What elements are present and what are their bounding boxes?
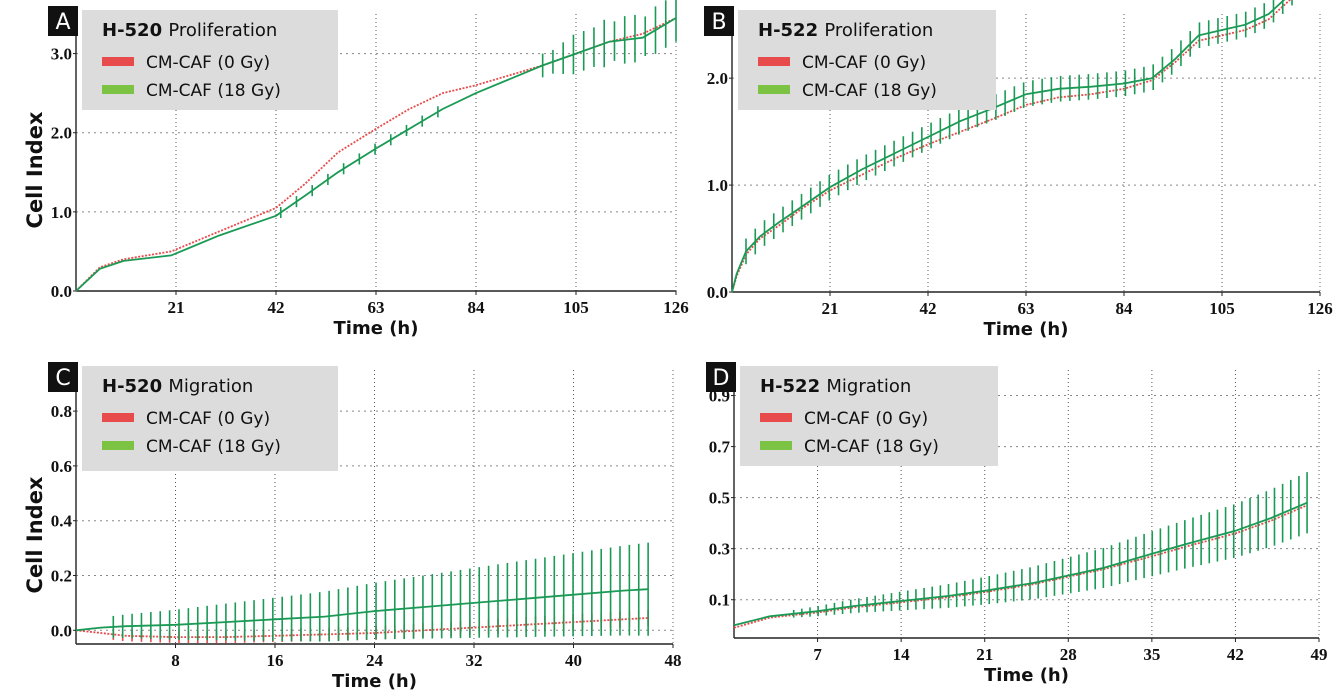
x-tick-label: 105 [563,298,589,317]
x-axis-title: Time (h) [334,318,419,339]
legend-entry: CM-CAF (18 Gy) [804,437,939,457]
y-tick-label: 0.2 [51,567,72,586]
legend-swatch [102,413,134,422]
x-tick-label: 7 [813,645,822,664]
legend-swatch [758,57,790,66]
y-tick-label: 0.5 [709,489,730,508]
x-tick-label: 105 [1209,299,1235,318]
series-line-18gy [75,17,677,292]
legend-swatch [102,57,134,66]
x-tick-label: 32 [466,651,483,670]
legend-title-cell-line: H-522 [758,20,824,41]
legend-entry: CM-CAF (18 Gy) [146,437,281,457]
y-axis-label-top: Cell Index [23,111,47,228]
x-tick-label: 21 [822,299,839,318]
series-line-0gy [733,504,1308,629]
x-tick-label: 14 [893,645,911,664]
x-tick-label: 21 [976,645,993,664]
y-tick-label: 0.0 [51,621,72,640]
panel-letter-badge [704,6,734,36]
x-tick-label: 8 [171,651,180,670]
panel-letter: D [713,366,730,391]
legend-title: H-522 Proliferation [758,20,933,41]
legend-title: H-520 Migration [102,376,253,397]
legend-title: H-522 Migration [760,376,911,397]
panel-letter-badge [706,362,736,392]
x-tick-label: 42 [920,299,937,318]
series-line-18gy [75,588,649,632]
legend-entry: CM-CAF (0 Gy) [146,53,270,73]
x-axis-title: Time (h) [332,671,417,692]
y-tick-label: 0.3 [709,540,730,559]
legend-title-assay: Migration [826,376,911,397]
legend-title-cell-line: H-522 [760,376,826,397]
x-tick-label: 24 [366,651,384,670]
legend-entry: CM-CAF (18 Gy) [802,81,937,101]
legend-swatch [102,441,134,450]
y-tick-label: 0.0 [51,282,72,301]
x-axis-title: Time (h) [984,319,1069,340]
panel-c: 8 16 24 32 40 48 0.0 0.2 0.4 0.6 0.8 Time (h) H-520 … [48,362,682,692]
legend-title-assay: Migration [168,376,253,397]
series-line-18gy [733,501,1308,627]
y-tick-label: 3.0 [51,45,72,64]
legend-title-assay: Proliferation [824,20,933,41]
series-line-0gy [75,617,649,638]
legend-entry: CM-CAF (0 Gy) [802,53,926,73]
legend-entry: CM-CAF (0 Gy) [804,409,928,429]
legend-swatch [102,85,134,94]
panel-letter-badge [48,362,78,392]
x-tick-label: 63 [368,298,385,317]
y-tick-label: 0.6 [51,457,72,476]
x-tick-label: 126 [663,298,689,317]
series-line-0gy [731,0,1292,293]
x-tick-label: 126 [1307,299,1333,318]
y-tick-label: 2.0 [51,124,72,143]
y-tick-label: 0.7 [709,438,731,457]
panel-letter-badge [48,6,78,36]
legend-swatch [760,441,792,450]
panel-letter: A [55,10,70,35]
series-line-0gy [75,17,677,292]
x-tick-label: 42 [1227,645,1244,664]
panels: 21 42 63 84 105 126 0.0 1.0 2.0 3.0 Time (h) H-520 … [48,0,1333,692]
y-tick-label: 0.1 [709,591,730,610]
y-tick-label: 0.0 [707,283,728,302]
x-tick-label: 16 [267,651,284,670]
panel-letter: B [711,10,726,35]
legend-title-cell-line: H-520 [102,376,168,397]
panel-a: 21 42 63 84 105 126 0.0 1.0 2.0 3.0 Time (h) H-520 … [48,0,689,339]
panel-b: 21 42 63 84 105 126 0.0 1.0 2.0 Time (h) H-522 Pro… [704,0,1333,340]
legend-swatch [760,413,792,422]
y-tick-label: 0.8 [51,402,72,421]
panel-letter: C [55,366,70,391]
x-axis-title: Time (h) [984,665,1069,686]
y-tick-label: 2.0 [707,69,728,88]
legend-entry: CM-CAF (0 Gy) [146,409,270,429]
x-tick-label: 49 [1311,645,1328,664]
x-tick-label: 63 [1018,299,1035,318]
legend-title-cell-line: H-520 [102,20,168,41]
x-tick-label: 35 [1143,645,1160,664]
legend-swatch [758,85,790,94]
y-tick-label: 1.0 [51,203,72,222]
x-tick-label: 84 [468,298,486,317]
x-tick-label: 21 [168,298,185,317]
y-axis-label-bottom: Cell Index [23,476,47,593]
y-tick-label: 0.4 [51,512,73,531]
legend-title: H-520 Proliferation [102,20,277,41]
legend-entry: CM-CAF (18 Gy) [146,81,281,101]
legend-title-assay: Proliferation [168,20,277,41]
x-tick-label: 84 [1116,299,1134,318]
x-tick-label: 48 [665,651,682,670]
x-tick-label: 28 [1060,645,1077,664]
x-tick-label: 40 [565,651,582,670]
y-tick-label: 1.0 [707,176,728,195]
x-tick-label: 42 [268,298,285,317]
